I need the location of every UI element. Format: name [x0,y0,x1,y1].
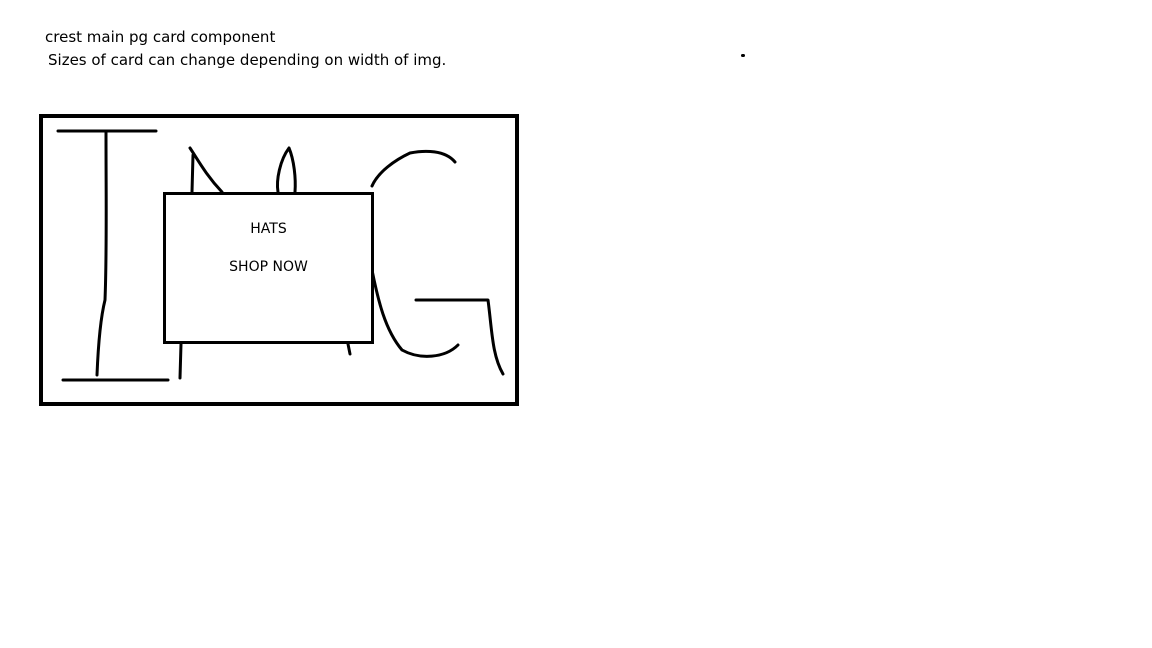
card-size-note: Sizes of card can change depending on wi… [48,51,447,69]
card-category-title: HATS [250,221,287,237]
component-title-note: crest main pg card component [45,28,276,46]
shop-now-link[interactable]: SHOP NOW [229,259,308,275]
stray-mark [741,54,745,57]
card-overlay-box: HATS SHOP NOW [163,192,374,344]
